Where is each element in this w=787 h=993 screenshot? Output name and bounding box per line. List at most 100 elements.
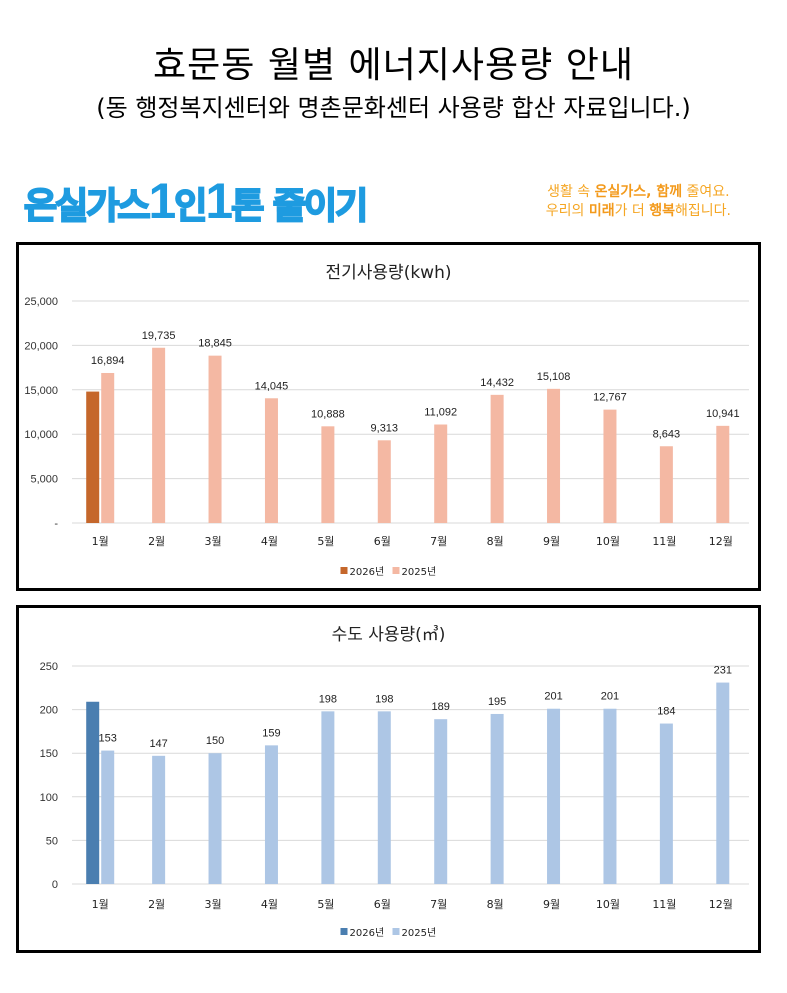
y-tick-label: 200 [40,705,58,717]
x-tick-label: 5월 [317,898,334,911]
y-tick-label: 50 [46,835,58,847]
bar-2025년 [321,711,335,884]
bar-2025년 [264,745,278,884]
bar-2025년 [321,426,335,523]
x-tick-label: 4월 [261,898,278,911]
legend-label: 2026년 [350,927,385,939]
x-tick-label: 2월 [148,898,165,911]
tagline-text: 가 더 [614,203,650,219]
bar-2025년 [716,425,730,523]
x-tick-label: 5월 [317,535,334,548]
data-label: 198 [319,693,337,705]
x-tick-label: 8월 [487,898,504,911]
bar-2025년 [208,753,222,884]
data-label: 12,767 [593,392,627,404]
x-tick-label: 1월 [92,535,109,548]
x-tick-label: 7월 [430,535,447,548]
legend-label: 2026년 [350,566,385,578]
page-subtitle: (동 행정복지센터와 명촌문화센터 사용량 합산 자료입니다.) [96,94,691,122]
y-tick-label: 15,000 [24,385,58,397]
y-tick-label: 250 [40,661,58,673]
bar-2025년 [152,755,166,884]
bar-2025년 [490,394,504,523]
data-label: 10,888 [311,408,345,420]
bar-2025년 [264,398,278,523]
tagline-emphasis: 미래 [588,203,615,219]
y-tick-label: 25,000 [24,296,58,308]
tagline-emphasis: 온실가스, 함께 [594,184,683,200]
data-label: 9,313 [371,422,399,434]
x-tick-label: 10월 [596,535,620,548]
bar-2025년 [152,347,166,523]
slogan-number: 1 [205,173,233,229]
y-tick-label: 5,000 [30,474,58,486]
data-label: 8,643 [653,428,681,440]
x-tick-label: 11월 [652,898,676,911]
data-label: 153 [99,733,117,745]
data-label: 19,735 [142,330,176,342]
x-tick-label: 12월 [709,898,733,911]
legend-label: 2025년 [402,566,437,578]
slogan-text: 톤 줄이기 [230,185,369,228]
tagline-line-2: 우리의 미래가 더 행복해집니다. [546,202,731,221]
bar-2025년 [547,708,561,884]
y-tick-label: - [54,518,58,530]
legend-swatch [392,567,400,574]
tagline-line-1: 생활 속 온실가스, 함께 줄여요. [546,183,731,202]
data-label: 150 [206,735,224,747]
bar-2025년 [101,750,115,884]
slogan-number: 1 [148,173,176,229]
data-label: 18,845 [198,338,232,350]
x-tick-label: 2월 [148,535,165,548]
slogan-text: 인 [173,185,208,228]
x-tick-label: 11월 [652,535,676,548]
tagline-text: 해집니다. [675,203,731,219]
bar-2025년 [434,424,448,523]
electricity-chart: 전기사용량(kwh) - 5,000 10,000 15,000 20,000 25,000… [24,263,749,578]
bar-2025년 [659,723,673,884]
tagline-text: 줄여요. [682,184,730,200]
tagline-emphasis: 행복 [649,203,676,219]
bar-2025년 [490,713,504,884]
chart-title: 수도 사용량(㎥) [332,625,446,645]
bar-2025년 [716,682,730,884]
data-label: 201 [544,691,562,703]
data-label: 15,108 [537,371,571,383]
data-label: 184 [657,706,675,718]
x-tick-label: 9월 [543,535,560,548]
bar-2025년 [547,388,561,523]
y-tick-label: 100 [40,792,58,804]
x-tick-label: 7월 [430,898,447,911]
y-tick-label: 20,000 [24,340,58,352]
legend-swatch [340,928,348,935]
bar-2025년 [603,708,617,884]
x-tick-label: 3월 [204,898,221,911]
data-label: 198 [375,693,393,705]
data-label: 14,432 [480,377,514,389]
water-chart: 수도 사용량(㎥) 0 50 100 150 200 250 1월 153 2월 147 3월 150 4… [40,625,749,939]
data-label: 159 [262,727,280,739]
bar-2026년 [86,391,100,523]
bar-2025년 [101,372,115,523]
data-label: 14,045 [255,380,289,392]
slogan-banner: 온실가스1인1톤 줄이기 [23,172,369,230]
water-chart-panel: 수도 사용량(㎥) 0 50 100 150 200 250 1월 153 2월 147 3월 150 4… [16,605,761,953]
tagline-text: 생활 속 [547,184,595,200]
legend-swatch [392,928,400,935]
x-tick-label: 6월 [374,535,391,548]
data-label: 189 [432,701,450,713]
x-tick-label: 6월 [374,898,391,911]
data-label: 11,092 [424,407,457,419]
data-label: 147 [149,738,167,750]
x-tick-label: 4월 [261,535,278,548]
chart-title: 전기사용량(kwh) [326,263,452,283]
bar-2025년 [377,711,391,884]
bar-2025년 [434,719,448,884]
x-tick-label: 9월 [543,898,560,911]
x-tick-label: 1월 [92,898,109,911]
y-tick-label: 0 [52,879,58,891]
data-label: 201 [601,691,619,703]
electricity-chart-panel: 전기사용량(kwh) - 5,000 10,000 15,000 20,000 25,000… [16,242,761,591]
data-label: 10,941 [706,408,740,420]
bar-2025년 [603,409,617,523]
